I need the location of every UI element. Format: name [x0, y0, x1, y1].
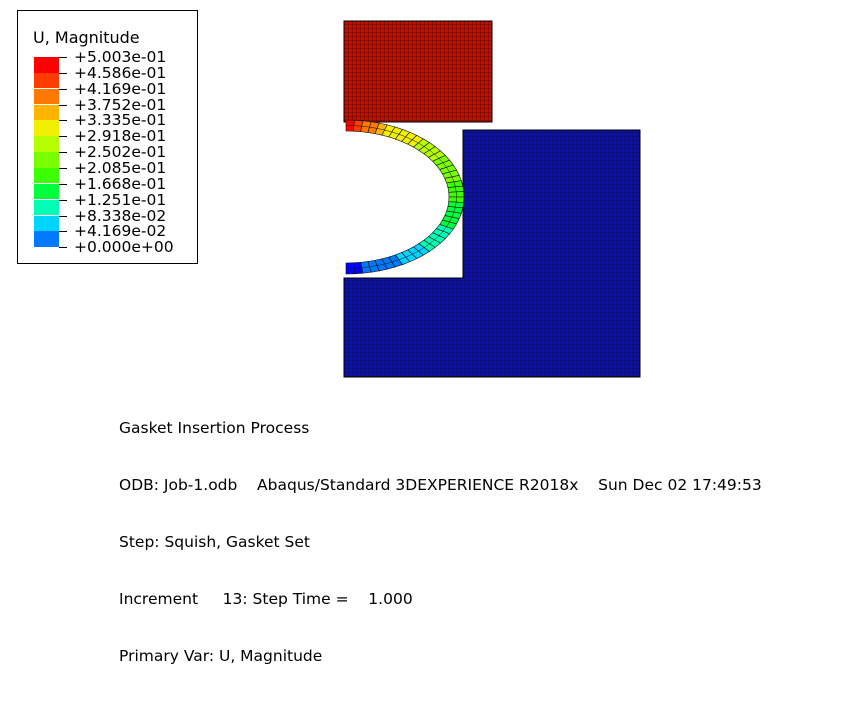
legend-tick-label: +2.918e-01: [74, 128, 166, 144]
legend-tick-label: +4.586e-01: [74, 65, 166, 81]
legend-title: U, Magnitude: [33, 28, 140, 47]
legend-tick: [59, 152, 67, 153]
punch-mesh: [344, 21, 492, 122]
legend-tick: [59, 247, 67, 248]
abaqus-viewport[interactable]: U, Magnitude +5.003e-01+4.586e-01+4.169e…: [0, 0, 855, 475]
legend-tick: [59, 73, 67, 74]
legend-swatch: [34, 168, 59, 184]
legend-tick: [59, 184, 67, 185]
legend-tick: [59, 89, 67, 90]
legend-tick-label: +1.668e-01: [74, 176, 166, 192]
legend-tick: [59, 216, 67, 217]
legend-tick: [59, 57, 67, 58]
punch-part: [344, 21, 492, 122]
info-odb: ODB: Job-1.odb Abaqus/Standard 3DEXPERIE…: [119, 476, 762, 495]
legend-swatch: [34, 184, 59, 200]
info-primary-var: Primary Var: U, Magnitude: [119, 647, 762, 666]
legend-swatch: [34, 105, 59, 121]
info-step: Step: Squish, Gasket Set: [119, 533, 762, 552]
legend-tick-label: +3.752e-01: [74, 97, 166, 113]
info-block: Gasket Insertion Process ODB: Job-1.odb …: [119, 381, 762, 704]
legend-tick: [59, 200, 67, 201]
legend-swatch: [34, 152, 59, 168]
legend-swatch: [34, 57, 59, 73]
base-part: [344, 130, 640, 377]
legend-tick-label: +4.169e-01: [74, 81, 166, 97]
legend-tick-label: +8.338e-02: [74, 208, 166, 224]
legend-tick: [59, 231, 67, 232]
legend-tick: [59, 120, 67, 121]
contour-legend: U, Magnitude +5.003e-01+4.586e-01+4.169e…: [17, 10, 198, 264]
legend-tick-label: +5.003e-01: [74, 49, 166, 65]
legend-swatch: [34, 200, 59, 216]
legend-swatch: [34, 120, 59, 136]
legend-swatch: [34, 216, 59, 232]
legend-tick-label: +0.000e+00: [74, 239, 174, 255]
legend-swatch: [34, 231, 59, 247]
legend-tick: [59, 168, 67, 169]
gasket-part: [346, 120, 464, 274]
legend-swatch: [34, 89, 59, 105]
legend-tick-label: +2.085e-01: [74, 160, 166, 176]
legend-tick-label: +1.251e-01: [74, 192, 166, 208]
legend-tick: [59, 105, 67, 106]
legend-swatch: [34, 73, 59, 89]
info-increment: Increment 13: Step Time = 1.000: [119, 590, 762, 609]
legend-swatch: [34, 136, 59, 152]
legend-tick-label: +3.335e-01: [74, 112, 166, 128]
legend-tick-label: +2.502e-01: [74, 144, 166, 160]
legend-tick: [59, 136, 67, 137]
info-title: Gasket Insertion Process: [119, 419, 762, 438]
base-mesh: [344, 130, 640, 377]
legend-tick-label: +4.169e-02: [74, 223, 166, 239]
